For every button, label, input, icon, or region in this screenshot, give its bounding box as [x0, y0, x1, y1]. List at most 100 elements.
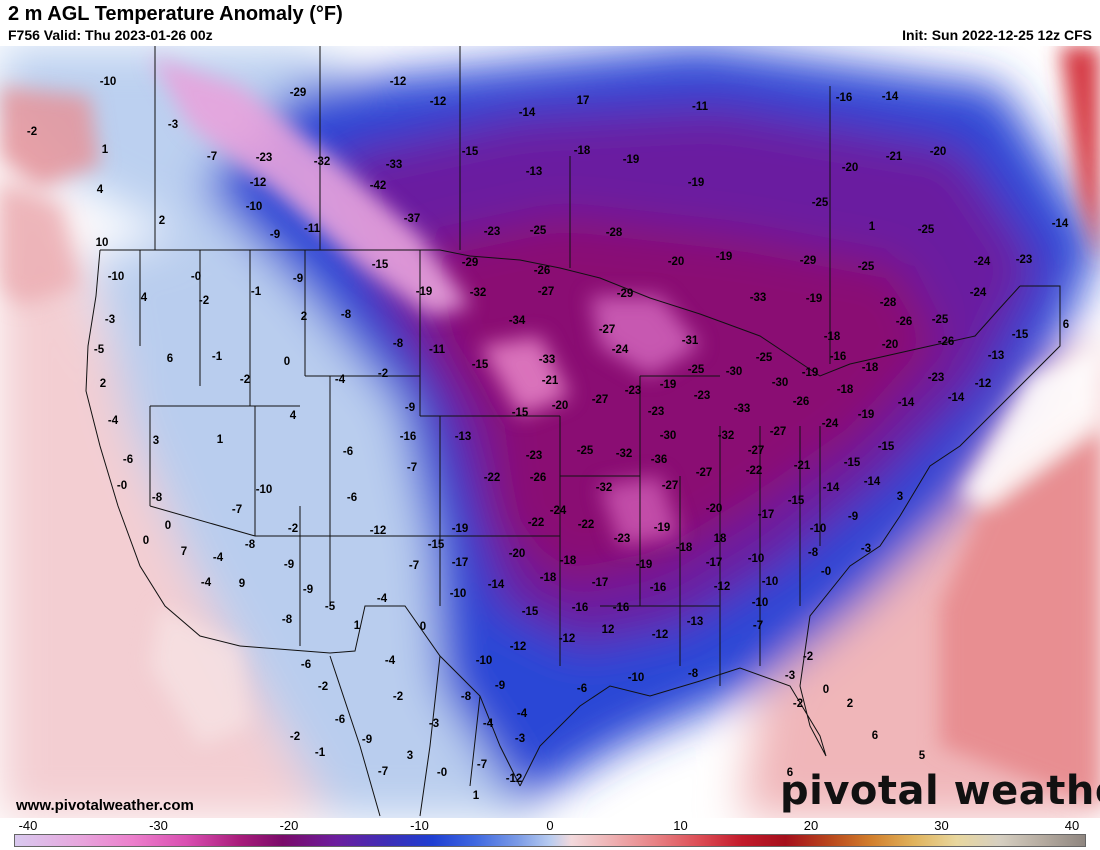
anomaly-value-label: -13	[686, 616, 704, 628]
anomaly-value-label: -25	[917, 224, 935, 236]
anomaly-value-label: -25	[576, 445, 594, 457]
anomaly-value-label: -19	[659, 379, 677, 391]
anomaly-value-label: -33	[749, 292, 767, 304]
anomaly-value-label: -2	[239, 374, 251, 386]
anomaly-value-label: -25	[857, 261, 875, 273]
anomaly-value-label: -20	[705, 503, 723, 515]
anomaly-value-label: -10	[627, 672, 645, 684]
anomaly-value-label: -10	[107, 271, 125, 283]
anomaly-value-label: -22	[527, 517, 545, 529]
anomaly-value-label: -20	[881, 339, 899, 351]
anomaly-value-label: 6	[166, 353, 174, 365]
anomaly-value-label: -9	[302, 584, 314, 596]
anomaly-value-label: -9	[361, 734, 373, 746]
anomaly-value-label: -20	[508, 548, 526, 560]
anomaly-value-label: -2	[26, 126, 38, 138]
anomaly-value-label: -8	[687, 668, 699, 680]
anomaly-value-label: -9	[404, 402, 416, 414]
anomaly-value-label: -18	[861, 362, 879, 374]
anomaly-value-label: 3	[406, 750, 414, 762]
anomaly-value-label: -10	[747, 553, 765, 565]
anomaly-value-label: -26	[895, 316, 913, 328]
anomaly-value-label: -0	[436, 767, 448, 779]
anomaly-value-label: -6	[334, 714, 346, 726]
anomaly-value-label: -6	[300, 659, 312, 671]
anomaly-value-label: -29	[289, 87, 307, 99]
anomaly-value-label: -27	[661, 480, 679, 492]
anomaly-value-label: -27	[695, 467, 713, 479]
anomaly-value-label: -19	[801, 367, 819, 379]
anomaly-value-label: -11	[304, 223, 320, 235]
anomaly-value-label: -29	[616, 288, 634, 300]
anomaly-value-label: 1	[353, 620, 361, 632]
anomaly-value-label: -10	[255, 484, 273, 496]
anomaly-map: -10 -29 -12 -12 -14 17 -11 -16 -14 -2 -3 1 -7 -23 -32-…	[0, 46, 1100, 818]
anomaly-value-label: -18	[675, 542, 693, 554]
anomaly-value-label: -9	[292, 273, 304, 285]
anomaly-value-label: -14	[487, 579, 505, 591]
anomaly-value-label: -2	[792, 698, 804, 710]
anomaly-value-label: 1	[472, 790, 480, 802]
anomaly-value-label: -17	[591, 577, 609, 589]
anomaly-value-label: 4	[96, 184, 104, 196]
anomaly-value-label: -10	[245, 201, 263, 213]
anomaly-value-label: 5	[918, 750, 926, 762]
anomaly-value-label: -3	[514, 733, 526, 745]
anomaly-value-label: -16	[835, 92, 853, 104]
anomaly-value-label: -12	[505, 773, 523, 785]
anomaly-value-label: -1	[211, 351, 223, 363]
anomaly-value-label: -30	[725, 366, 743, 378]
anomaly-value-label: -21	[541, 375, 559, 387]
anomaly-value-label: 2	[846, 698, 854, 710]
anomaly-value-label: 0	[283, 356, 291, 368]
anomaly-value-label: -34	[508, 315, 526, 327]
anomaly-value-label: -2	[198, 295, 210, 307]
anomaly-value-label: -24	[973, 256, 991, 268]
anomaly-value-label: -3	[860, 543, 872, 555]
anomaly-value-label: -4	[334, 374, 346, 386]
anomaly-value-label: -5	[324, 601, 336, 613]
anomaly-value-label: -14	[822, 482, 840, 494]
anomaly-value-label: -18	[539, 572, 557, 584]
anomaly-value-label: -7	[231, 504, 243, 516]
anomaly-value-label: -9	[269, 229, 281, 241]
anomaly-value-label: -12	[974, 378, 992, 390]
colorbar-tick-label: 0	[546, 818, 554, 833]
anomaly-value-label: -7	[476, 759, 488, 771]
anomaly-value-label: -26	[533, 265, 551, 277]
anomaly-field	[0, 46, 1100, 818]
anomaly-value-label: -33	[733, 403, 751, 415]
anomaly-value-label: -19	[635, 559, 653, 571]
anomaly-value-label: -2	[287, 523, 299, 535]
anomaly-value-label: -25	[529, 225, 547, 237]
anomaly-value-label: -22	[483, 472, 501, 484]
anomaly-value-label: -8	[392, 338, 404, 350]
anomaly-value-label: -32	[717, 430, 735, 442]
anomaly-value-label: -12	[369, 525, 387, 537]
anomaly-value-label: -2	[802, 651, 814, 663]
anomaly-value-label: -15	[1011, 329, 1029, 341]
anomaly-value-label: -32	[595, 482, 613, 494]
anomaly-value-label: -27	[747, 445, 765, 457]
anomaly-value-label: -37	[403, 213, 421, 225]
anomaly-value-label: -18	[823, 331, 841, 343]
anomaly-value-label: -14	[947, 392, 965, 404]
anomaly-value-label: -1	[314, 747, 326, 759]
anomaly-value-label: -8	[807, 547, 819, 559]
anomaly-value-label: -25	[811, 197, 829, 209]
anomaly-value-label: -3	[104, 314, 116, 326]
anomaly-value-label: -25	[931, 314, 949, 326]
anomaly-value-label: -8	[281, 614, 293, 626]
anomaly-value-label: -23	[927, 372, 945, 384]
anomaly-value-label: -24	[969, 287, 987, 299]
anomaly-value-label: -27	[537, 286, 555, 298]
anomaly-value-label: 17	[576, 95, 590, 107]
anomaly-value-label: 1	[101, 144, 109, 156]
anomaly-value-label: -23	[525, 450, 543, 462]
anomaly-value-label: -6	[342, 446, 354, 458]
anomaly-value-label: -7	[406, 462, 418, 474]
anomaly-value-label: -10	[449, 588, 467, 600]
colorbar-tick-label: 40	[1064, 818, 1080, 833]
anomaly-value-label: -12	[651, 629, 669, 641]
anomaly-value-label: -23	[483, 226, 501, 238]
